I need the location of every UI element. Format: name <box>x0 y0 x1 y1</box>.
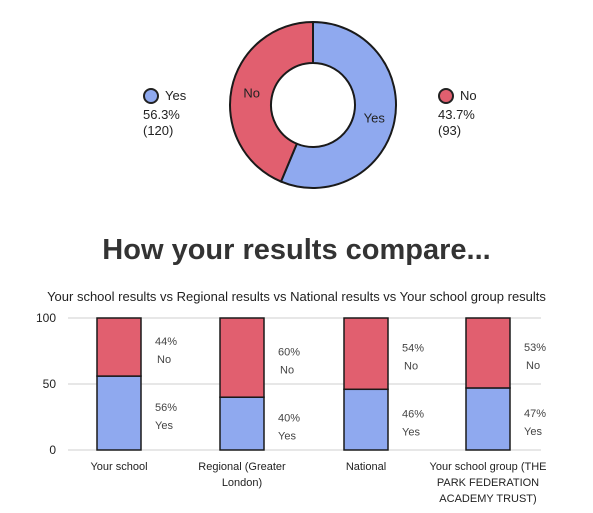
x-tick-label: Regional (Greater <box>198 461 286 473</box>
data-label-yes-pct: 47% <box>524 408 546 420</box>
bar-no <box>343 317 389 391</box>
bar-yes <box>219 396 265 451</box>
data-label-yes-pct: 40% <box>278 413 300 425</box>
chart-subtitle: Your school results vs Regional results … <box>47 289 546 304</box>
bar-yes <box>343 388 389 451</box>
donut-chart: Yes No <box>229 20 397 189</box>
comparison-bar-chart: 100 50 0 44% No 56% Yes Your school 60% No 40% Yes R… <box>36 311 547 505</box>
x-tick-label: National <box>346 461 386 473</box>
data-label-yes-name: Yes <box>524 426 542 438</box>
legend-no-percent: 43.7% <box>438 107 475 122</box>
data-label-no-name: No <box>526 360 540 372</box>
y-tick-label: 50 <box>43 377 57 391</box>
data-label-no-name: No <box>404 361 418 373</box>
legend-yes-label: Yes <box>165 88 187 103</box>
section-heading: How your results compare... <box>102 234 491 266</box>
bar-no <box>219 317 265 398</box>
data-label-no-name: No <box>280 365 294 377</box>
legend-yes-count: (120) <box>143 123 174 138</box>
legend-no-count: (93) <box>438 123 462 138</box>
data-label-yes-name: Yes <box>278 431 296 443</box>
x-tick-label: London) <box>222 477 262 489</box>
bar-no <box>465 317 511 389</box>
x-tick-label: ACADEMY TRUST) <box>439 493 536 505</box>
data-label-yes-pct: 46% <box>402 409 424 421</box>
data-label-no-name: No <box>157 354 171 366</box>
donut-slice-label-no: No <box>243 86 260 101</box>
donut-slice-yes <box>279 20 397 189</box>
bar-yes <box>96 375 142 451</box>
legend-yes: Yes 56.3% (120) <box>143 88 186 139</box>
donut-slice-no <box>229 20 314 183</box>
legend-yes-percent: 56.3% <box>143 107 180 122</box>
data-label-yes-name: Yes <box>155 420 173 432</box>
donut-slice-label-yes: Yes <box>364 110 386 125</box>
x-tick-label: Your school group (THE <box>430 461 547 473</box>
y-tick-label: 0 <box>49 443 56 457</box>
legend-no: No 43.7% (93) <box>438 88 477 139</box>
bar-no <box>96 317 142 377</box>
data-label-yes-name: Yes <box>402 427 420 439</box>
legend-no-label: No <box>460 88 477 103</box>
no-swatch-icon <box>438 88 454 104</box>
bar-yes <box>465 387 511 451</box>
y-tick-label: 100 <box>36 311 56 325</box>
data-label-no-pct: 44% <box>155 336 177 348</box>
data-label-no-pct: 60% <box>278 347 300 359</box>
x-tick-label: PARK FEDERATION <box>437 477 539 489</box>
x-tick-label: Your school <box>90 461 147 473</box>
yes-swatch-icon <box>143 88 159 104</box>
data-label-no-pct: 53% <box>524 342 546 354</box>
data-label-yes-pct: 56% <box>155 402 177 414</box>
data-label-no-pct: 54% <box>402 343 424 355</box>
